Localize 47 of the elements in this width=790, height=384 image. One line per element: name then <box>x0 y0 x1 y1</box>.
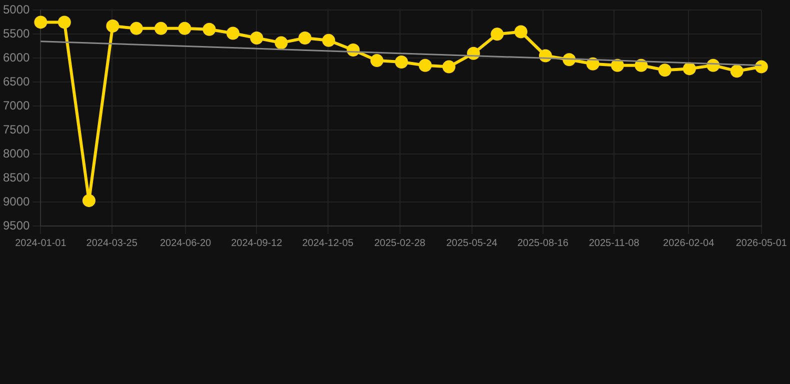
y-tick-label: 5000 <box>2 2 30 17</box>
y-tick-label: 6000 <box>2 50 30 64</box>
point <box>34 16 48 29</box>
x-tick-label: 2024-01-01 <box>15 238 67 249</box>
point <box>394 55 408 68</box>
x-tick-label: 2024-03-25 <box>86 238 138 249</box>
point <box>418 58 432 72</box>
point <box>106 20 120 33</box>
point <box>130 22 143 35</box>
x-tick-label: 2024-06-20 <box>160 238 212 249</box>
x-tick-label: 2026-05-01 <box>736 238 788 249</box>
point <box>178 22 192 35</box>
y-tick-label: 9000 <box>2 194 30 208</box>
point <box>82 194 96 208</box>
point <box>250 32 264 45</box>
y-tick-label: 8500 <box>2 170 30 184</box>
point <box>490 28 504 41</box>
point <box>298 32 312 45</box>
x-tick-label: 2024-12-05 <box>302 238 354 249</box>
point <box>658 64 672 77</box>
x-tick-label: 2025-08-16 <box>517 238 569 249</box>
y-tick-label: 7500 <box>2 122 30 136</box>
point <box>274 36 288 50</box>
point <box>226 26 240 40</box>
x-tick-label: 2025-02-28 <box>374 238 426 249</box>
point <box>442 60 456 74</box>
point <box>682 62 696 76</box>
point <box>58 16 71 29</box>
point <box>610 58 624 72</box>
y-tick-label: 8000 <box>2 146 30 160</box>
y-tick-label: 9500 <box>2 218 30 232</box>
y-tick-label: 5500 <box>2 26 30 40</box>
point <box>634 58 648 72</box>
y-tick-label: 6500 <box>2 74 30 88</box>
x-tick-label: 2025-11-08 <box>588 238 640 249</box>
point <box>586 57 600 70</box>
point <box>322 34 336 47</box>
point <box>514 25 528 38</box>
y-tick-label: 7000 <box>2 98 30 112</box>
x-tick-label: 2026-02-04 <box>663 238 715 249</box>
x-tick-label: 2024-09-12 <box>231 238 283 249</box>
point <box>154 22 168 35</box>
x-tick-label: 2025-05-24 <box>446 238 498 249</box>
point <box>754 60 768 74</box>
point <box>370 54 384 68</box>
point <box>730 64 744 78</box>
point <box>202 22 216 36</box>
